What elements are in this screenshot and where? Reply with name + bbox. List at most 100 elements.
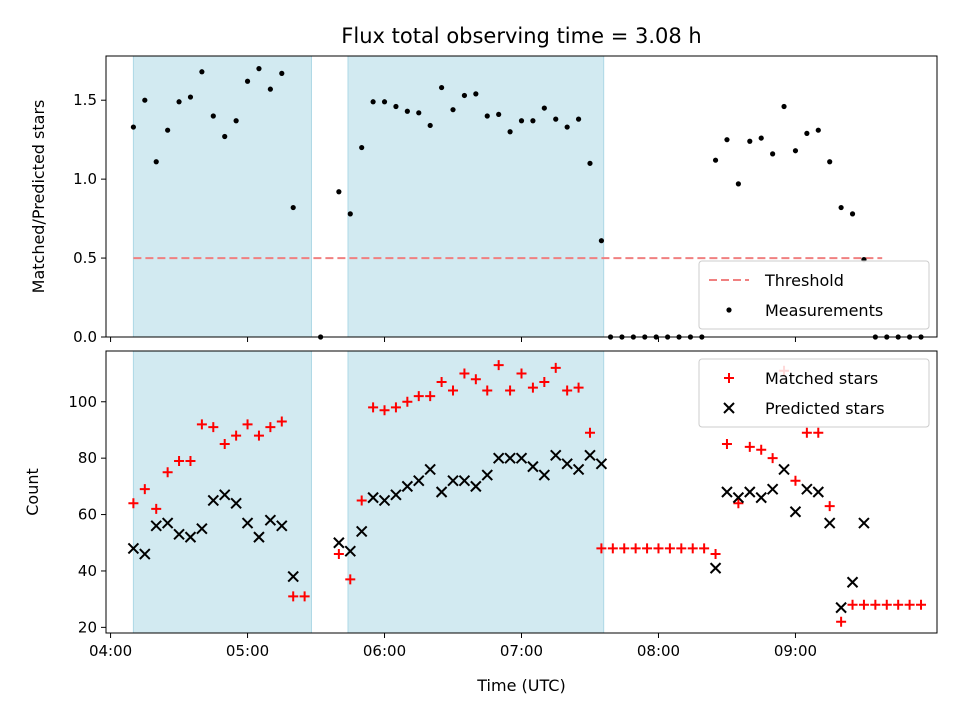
data-point bbox=[128, 498, 139, 509]
data-point bbox=[732, 491, 745, 504]
data-point bbox=[770, 151, 776, 157]
data-point bbox=[893, 599, 904, 610]
data-point bbox=[470, 480, 482, 493]
y-tick-label: 20 bbox=[78, 618, 97, 636]
data-point bbox=[721, 439, 732, 450]
x-tick-label: 09:00 bbox=[774, 642, 817, 660]
legend-label: Matched stars bbox=[765, 369, 878, 388]
data-point bbox=[595, 458, 608, 470]
data-point bbox=[758, 135, 764, 141]
data-point bbox=[230, 497, 242, 509]
data-point bbox=[792, 148, 799, 154]
data-point bbox=[359, 144, 365, 151]
data-point bbox=[575, 116, 582, 122]
data-point bbox=[823, 517, 836, 529]
data-point bbox=[484, 113, 490, 119]
data-point bbox=[564, 124, 570, 130]
count-legend: Matched stars Predicted stars bbox=[698, 358, 930, 428]
data-point bbox=[756, 444, 767, 455]
data-point bbox=[276, 416, 287, 427]
ratio-panel: 0.0 0.5 1.0 1.5 Flux total observing time =… bbox=[29, 24, 938, 346]
ratio-panel-frame bbox=[105, 55, 938, 338]
data-point bbox=[584, 449, 596, 462]
data-point bbox=[427, 122, 433, 129]
data-point bbox=[267, 86, 273, 92]
data-point bbox=[518, 118, 525, 124]
data-point bbox=[413, 391, 424, 402]
data-point bbox=[473, 91, 479, 97]
data-point bbox=[789, 506, 802, 518]
data-point bbox=[790, 475, 801, 486]
data-point bbox=[653, 543, 664, 554]
data-point bbox=[619, 543, 630, 554]
data-point bbox=[416, 110, 422, 116]
data-point bbox=[381, 99, 388, 105]
y-tick-label: 1.5 bbox=[73, 91, 97, 109]
data-point bbox=[336, 189, 342, 195]
data-point bbox=[378, 494, 391, 507]
x-tick-label: 06:00 bbox=[363, 642, 406, 660]
data-point bbox=[712, 157, 719, 163]
x-tick-label: 08:00 bbox=[637, 642, 680, 660]
data-point bbox=[402, 396, 413, 407]
legend-box bbox=[698, 358, 930, 428]
data-point bbox=[676, 543, 687, 554]
legend-box bbox=[698, 260, 930, 330]
count-panel-frame bbox=[105, 350, 938, 634]
data-point bbox=[253, 430, 264, 441]
data-point bbox=[824, 501, 835, 512]
legend-label: Measurements bbox=[765, 301, 883, 320]
data-point bbox=[253, 531, 265, 543]
data-point bbox=[219, 489, 231, 501]
data-point bbox=[801, 427, 812, 438]
data-point bbox=[370, 99, 376, 105]
data-point bbox=[813, 427, 824, 438]
ratio-y-axis-label: Matched/Predicted stars bbox=[29, 100, 48, 294]
data-point bbox=[242, 419, 253, 430]
data-point bbox=[139, 548, 151, 560]
data-point bbox=[801, 483, 813, 495]
data-point bbox=[264, 514, 277, 526]
data-point bbox=[210, 113, 216, 119]
data-point bbox=[435, 486, 448, 498]
data-point bbox=[207, 494, 220, 507]
data-point bbox=[276, 520, 288, 532]
y-tick-label: 40 bbox=[78, 562, 97, 580]
data-point bbox=[450, 107, 456, 113]
data-point bbox=[916, 599, 927, 610]
data-point bbox=[461, 92, 468, 99]
data-point bbox=[333, 549, 344, 560]
data-point bbox=[527, 382, 538, 393]
data-point bbox=[699, 543, 710, 554]
data-point bbox=[265, 422, 276, 433]
data-point bbox=[835, 601, 847, 614]
data-point bbox=[815, 127, 821, 133]
x-tick-label: 04:00 bbox=[89, 642, 132, 660]
ratio-legend: Threshold Measurements bbox=[698, 260, 930, 330]
data-point bbox=[344, 545, 356, 557]
data-point bbox=[572, 463, 585, 476]
data-point bbox=[208, 422, 219, 433]
data-point bbox=[539, 377, 550, 388]
data-point bbox=[827, 159, 833, 165]
data-point bbox=[150, 520, 162, 532]
data-point bbox=[219, 439, 230, 450]
data-point bbox=[781, 103, 787, 110]
data-point bbox=[505, 385, 516, 396]
data-point bbox=[404, 108, 410, 114]
data-point bbox=[766, 483, 779, 495]
data-point bbox=[735, 181, 741, 187]
data-point bbox=[812, 486, 824, 498]
data-point bbox=[755, 491, 767, 504]
data-point bbox=[710, 549, 721, 560]
data-point bbox=[241, 517, 254, 529]
data-point bbox=[630, 543, 641, 554]
data-point bbox=[550, 362, 561, 373]
count-y-axis-label: Count bbox=[23, 468, 42, 516]
y-tick-label: 100 bbox=[68, 393, 97, 411]
data-point bbox=[196, 522, 208, 535]
data-point bbox=[836, 616, 847, 627]
data-point bbox=[244, 78, 251, 84]
data-point bbox=[176, 99, 182, 105]
data-point bbox=[347, 211, 353, 217]
